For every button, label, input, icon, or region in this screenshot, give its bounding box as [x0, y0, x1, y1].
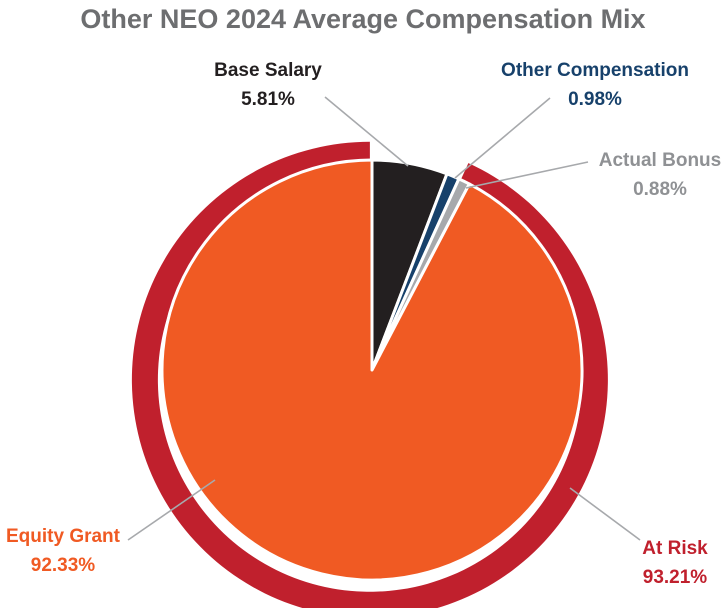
data-label-name-base-salary: Base Salary	[214, 60, 322, 81]
data-label-value-base-salary: 5.81%	[241, 89, 295, 110]
data-label-value-equity-grant: 92.33%	[31, 555, 96, 576]
leader-line-equity-grant	[127, 479, 216, 541]
data-label-name-equity-grant: Equity Grant	[6, 526, 121, 547]
data-label-value-other-compensation: 0.98%	[568, 89, 622, 110]
data-label-name-other-compensation: Other Compensation	[501, 60, 689, 81]
pie-slices-group	[160, 158, 584, 582]
chart-title: Other NEO 2024 Average Compensation Mix	[80, 4, 645, 34]
leader-line-other-compensation	[454, 97, 551, 179]
pie-slice-equity-grant	[160, 158, 584, 582]
labels-group: Base Salary 5.81% Other Compensation 0.98% A…	[6, 60, 721, 588]
leader-line-at-risk	[569, 487, 641, 541]
data-label-name-at-risk: At Risk	[642, 538, 708, 559]
data-label-value-at-risk: 93.21%	[643, 567, 708, 588]
data-label-name-actual-bonus: Actual Bonus	[599, 150, 721, 171]
data-label-value-actual-bonus: 0.88%	[633, 179, 687, 200]
leader-lines-group	[127, 96, 641, 541]
leader-line-base-salary	[324, 96, 409, 167]
leader-line-actual-bonus	[465, 161, 589, 189]
